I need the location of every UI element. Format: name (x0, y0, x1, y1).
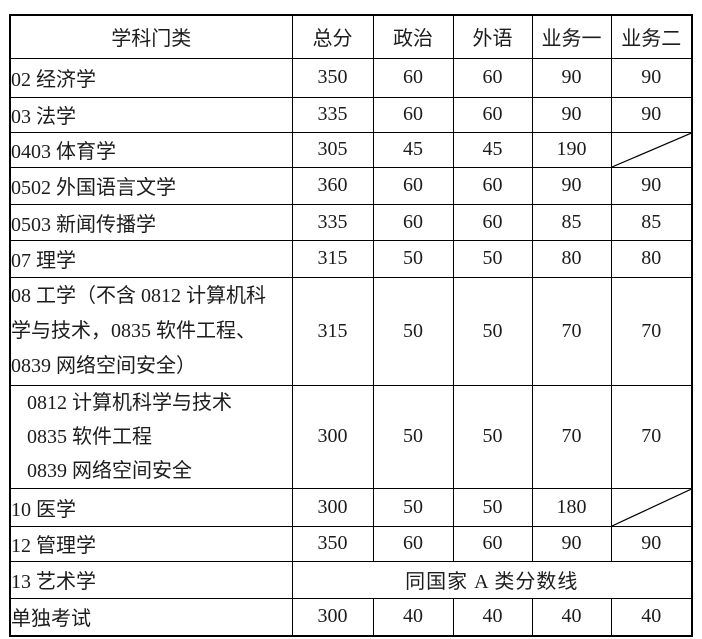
score-cell: 60 (452, 166, 533, 205)
score-cell: 50 (452, 384, 533, 489)
score-cell: 60 (452, 96, 533, 133)
score-cell: 90 (610, 525, 693, 562)
score-cell: 50 (372, 384, 454, 489)
score-cell: 70 (610, 276, 693, 386)
score-cell: 50 (452, 487, 533, 527)
diagonal-slash (612, 489, 692, 526)
row-label: 12 管理学 (9, 525, 293, 562)
score-cell: 60 (452, 57, 533, 98)
table-row: 0502 外国语言文学 360 60 60 90 90 (9, 166, 693, 205)
row-label-line: 0812 计算机科学与技术 (27, 391, 232, 414)
score-cell: 50 (372, 276, 454, 386)
score-cell: 45 (372, 131, 454, 168)
score-cell: 60 (452, 525, 533, 562)
score-cell: 300 (291, 384, 374, 489)
score-cell: 60 (372, 525, 454, 562)
row-label-line: 0839 网络空间安全 (27, 459, 192, 482)
score-cell: 45 (452, 131, 533, 168)
score-cell: 90 (610, 96, 693, 133)
table-row: 08 工学（不含 0812 计算机科 学与技术，0835 软件工程、 0839 … (9, 276, 693, 386)
score-cell: 190 (531, 131, 612, 168)
score-cell: 60 (372, 166, 454, 205)
score-cell: 85 (531, 203, 612, 241)
score-cell: 335 (291, 203, 374, 241)
score-cell: 60 (452, 203, 533, 241)
score-cell: 60 (372, 57, 454, 98)
row-label-line: 0835 软件工程 (27, 425, 152, 448)
row-label: 08 工学（不含 0812 计算机科 学与技术，0835 软件工程、 0839 … (9, 276, 293, 386)
score-cell: 85 (610, 203, 693, 241)
table-row: 0812 计算机科学与技术 0835 软件工程 0839 网络空间安全 300 … (9, 384, 693, 489)
score-cell: 90 (531, 57, 612, 98)
score-cell: 60 (372, 203, 454, 241)
table-row: 10 医学 300 50 50 180 (9, 487, 693, 527)
score-cell: 300 (291, 597, 374, 637)
table-row: 0503 新闻传播学 335 60 60 85 85 (9, 203, 693, 241)
header-cell-subject: 学科门类 (9, 14, 293, 59)
score-cell: 90 (531, 525, 612, 562)
row-label-line: 08 工学（不含 0812 计算机科 (11, 284, 266, 307)
empty-score-cell (610, 487, 693, 527)
row-label: 13 艺术学 (9, 560, 293, 599)
row-label: 0403 体育学 (9, 131, 293, 168)
score-cell: 90 (531, 96, 612, 133)
table-row: 07 理学 315 50 50 80 80 (9, 239, 693, 278)
score-cell: 40 (531, 597, 612, 637)
score-cell: 40 (610, 597, 693, 637)
score-cell: 40 (372, 597, 454, 637)
score-cell: 90 (610, 57, 693, 98)
score-cell: 305 (291, 131, 374, 168)
score-cell: 60 (372, 96, 454, 133)
table-row: 02 经济学 350 60 60 90 90 (9, 57, 693, 98)
score-cell: 90 (531, 166, 612, 205)
score-cell: 180 (531, 487, 612, 527)
row-label: 0503 新闻传播学 (9, 203, 293, 241)
row-label-line: 学与技术，0835 软件工程、 (11, 319, 256, 342)
score-cell: 70 (531, 276, 612, 386)
table-row: 0403 体育学 305 45 45 190 (9, 131, 693, 168)
row-label: 10 医学 (9, 487, 293, 527)
score-cell: 350 (291, 525, 374, 562)
score-cell: 50 (372, 487, 454, 527)
row-label: 0812 计算机科学与技术 0835 软件工程 0839 网络空间安全 (9, 384, 293, 489)
score-cell: 335 (291, 96, 374, 133)
score-cell: 50 (372, 239, 454, 278)
row-label: 0502 外国语言文学 (9, 166, 293, 205)
table-row: 12 管理学 350 60 60 90 90 (9, 525, 693, 562)
row-label-line: 0839 网络空间安全） (11, 354, 196, 377)
empty-score-cell (610, 131, 693, 168)
score-cell: 40 (452, 597, 533, 637)
header-cell-business2: 业务二 (610, 14, 693, 59)
row-label: 03 法学 (9, 96, 293, 133)
diagonal-slash (612, 133, 692, 167)
score-cell: 315 (291, 276, 374, 386)
scores-table: 学科门类 总分 政治 外语 业务一 业务二 02 经济学 350 60 60 9… (9, 14, 693, 637)
header-cell-total: 总分 (291, 14, 374, 59)
score-cell: 360 (291, 166, 374, 205)
header-row: 学科门类 总分 政治 外语 业务一 业务二 (9, 14, 693, 59)
score-cell: 70 (531, 384, 612, 489)
row-label: 07 理学 (9, 239, 293, 278)
score-cell: 80 (531, 239, 612, 278)
header-cell-politics: 政治 (372, 14, 454, 59)
table-row: 03 法学 335 60 60 90 90 (9, 96, 693, 133)
score-cell: 315 (291, 239, 374, 278)
merged-note-cell: 同国家 A 类分数线 (291, 560, 693, 599)
score-cell: 90 (610, 166, 693, 205)
table-row: 单独考试 300 40 40 40 40 (9, 597, 693, 637)
score-cell: 50 (452, 276, 533, 386)
score-cell: 350 (291, 57, 374, 98)
score-cell: 70 (610, 384, 693, 489)
score-cell: 50 (452, 239, 533, 278)
row-label: 单独考试 (9, 597, 293, 637)
table-row: 13 艺术学 同国家 A 类分数线 (9, 560, 693, 599)
score-cell: 300 (291, 487, 374, 527)
score-cell: 80 (610, 239, 693, 278)
header-cell-business1: 业务一 (531, 14, 612, 59)
row-label: 02 经济学 (9, 57, 293, 98)
header-cell-foreign-language: 外语 (452, 14, 533, 59)
